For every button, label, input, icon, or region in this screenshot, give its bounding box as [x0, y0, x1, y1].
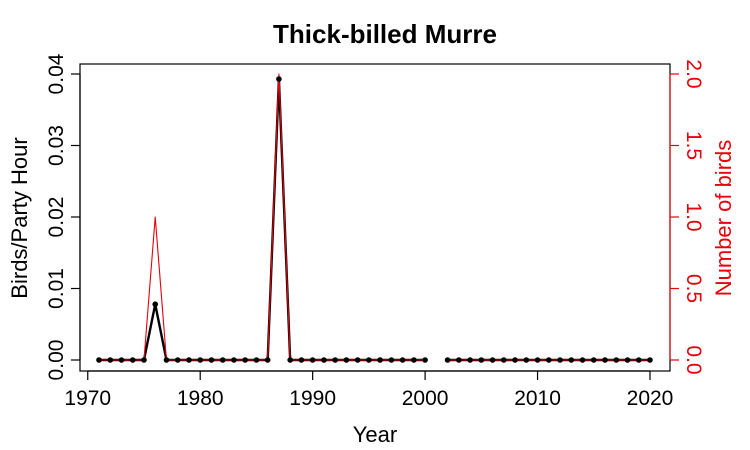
data-point [264, 357, 271, 363]
data-point [388, 357, 395, 363]
data-point [411, 357, 417, 363]
data-point [141, 357, 147, 363]
birds-per-party-hour-line [99, 77, 426, 362]
chart-title: Thick-billed Murre [273, 19, 497, 49]
y2-tick-label: 1.0 [682, 202, 705, 231]
y2-tick-label: 2.0 [682, 59, 705, 88]
data-point [523, 357, 530, 363]
data-point [298, 357, 305, 363]
y2-tick-label: 0.0 [682, 345, 705, 374]
data-point [253, 357, 260, 363]
data-point [602, 357, 608, 363]
data-point [467, 357, 473, 363]
data-point [613, 357, 620, 363]
data-point [321, 357, 327, 363]
data-point [534, 357, 541, 363]
data-point [512, 357, 518, 363]
data-point [444, 357, 451, 363]
data-point [354, 357, 361, 363]
data-point [152, 301, 159, 308]
data-point [287, 357, 293, 363]
data-point [647, 357, 653, 363]
data-point [197, 357, 204, 363]
data-point [129, 357, 136, 363]
data-point [478, 357, 485, 363]
number-of-birds-line [99, 73, 426, 361]
y2-axis-title: Number of birds [711, 140, 736, 297]
x-tick-label: 2000 [402, 387, 449, 410]
x-tick-label: 2010 [514, 387, 561, 410]
x-tick-label: 1970 [64, 387, 111, 410]
x-axis: 1970 1980 1990 2000 2010 2020 [64, 370, 674, 410]
data-point [242, 357, 248, 363]
data-point [276, 76, 282, 82]
y-tick-label: 0.03 [45, 125, 68, 166]
data-point [624, 357, 631, 363]
data-point [568, 357, 575, 363]
data-point [163, 357, 170, 363]
data-point [635, 357, 642, 363]
data-point [174, 357, 181, 363]
y2-tick-label: 0.5 [682, 274, 705, 303]
y-tick-label: 0.01 [45, 268, 68, 309]
y-axis-title: Birds/Party Hour [7, 137, 32, 298]
data-point [219, 357, 226, 363]
data-point [231, 357, 237, 363]
data-point [332, 357, 338, 363]
right-y-axis: 0.0 0.5 1.0 1.5 2.0 [669, 59, 705, 375]
data-point [366, 357, 372, 363]
data-point [590, 357, 597, 363]
plot-frame [79, 63, 671, 372]
left-y-axis: 0.00 0.01 0.02 0.03 0.04 [45, 53, 81, 381]
series-layer [96, 73, 653, 363]
x-tick-label: 1990 [289, 387, 336, 410]
data-point [309, 357, 316, 363]
y2-tick-label: 1.5 [682, 131, 705, 160]
x-axis-title: Year [353, 422, 397, 447]
data-point [186, 357, 192, 363]
data-point [501, 357, 507, 363]
y-tick-label: 0.02 [45, 197, 68, 238]
data-point [107, 357, 114, 363]
data-point [456, 357, 462, 363]
data-point [557, 357, 563, 363]
y-tick-label: 0.04 [45, 53, 68, 94]
y-tick-label: 0.00 [45, 340, 68, 381]
x-tick-label: 2020 [627, 387, 674, 410]
data-point [579, 357, 586, 363]
data-point [208, 357, 215, 363]
data-point [377, 357, 383, 363]
data-point [118, 357, 125, 363]
data-point [399, 357, 406, 363]
data-point [489, 357, 496, 363]
data-point [343, 357, 350, 363]
x-tick-label: 1980 [177, 387, 224, 410]
data-point [422, 357, 428, 363]
data-point [545, 357, 552, 363]
data-point [96, 357, 102, 363]
